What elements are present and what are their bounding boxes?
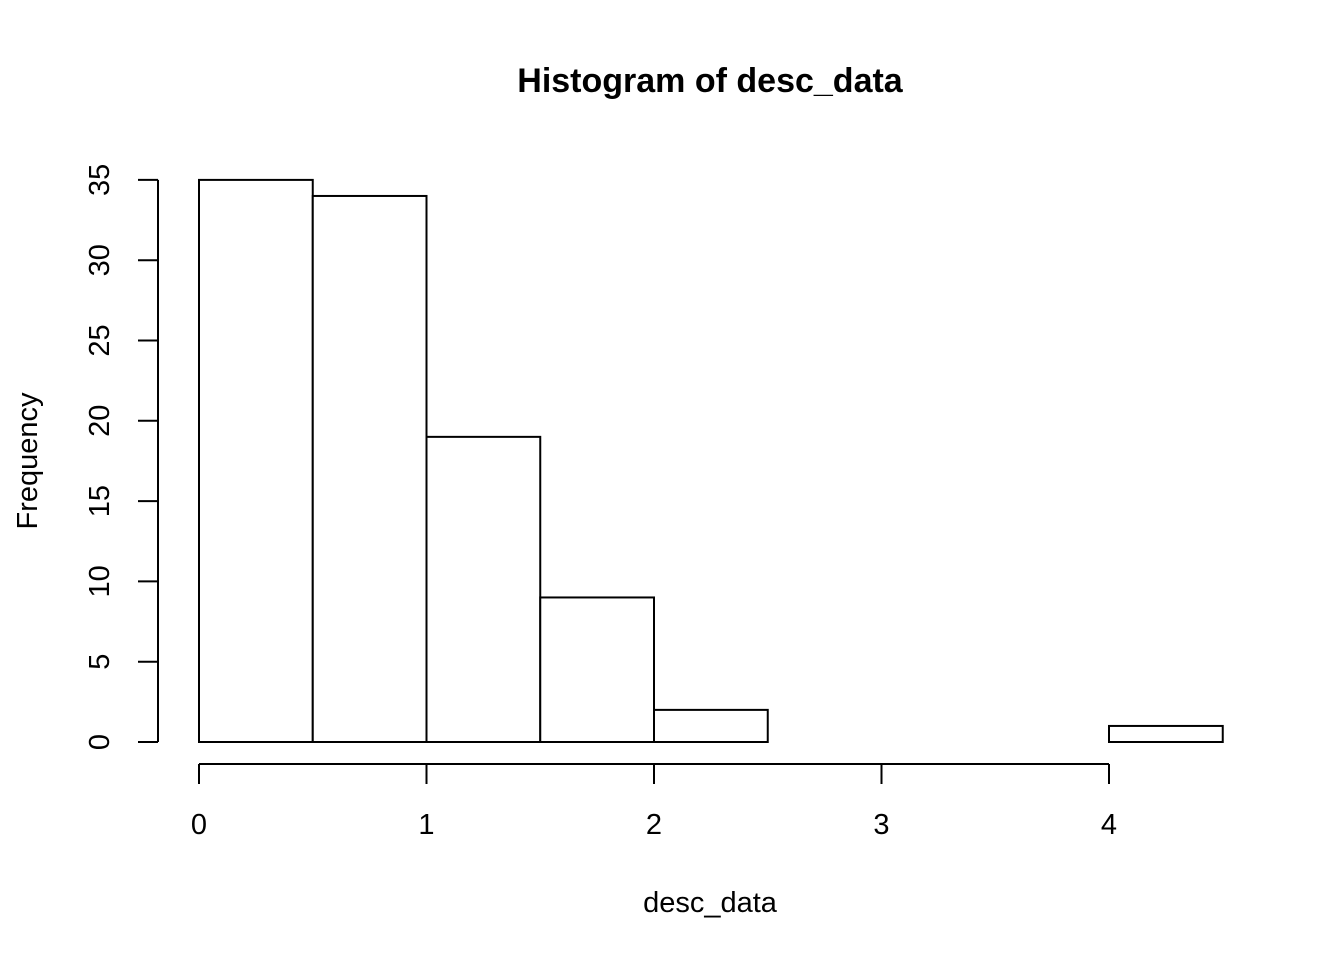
y-tick-label-20: 20 — [84, 405, 116, 437]
x-axis: 0 1 2 3 4 — [191, 763, 1117, 841]
x-tick-label-0: 0 — [191, 809, 207, 841]
histogram-bar-0 — [198, 178, 314, 743]
histogram-bar-8 — [1108, 724, 1224, 744]
x-tick-label-2: 2 — [646, 809, 662, 841]
y-tick-label-30: 30 — [84, 244, 116, 276]
histogram-bar-1 — [311, 194, 428, 743]
histogram-bar-3 — [539, 596, 655, 744]
y-tick-label-5: 5 — [84, 654, 116, 670]
y-tick-label-0: 0 — [84, 734, 116, 750]
y-axis: 0 5 10 15 20 25 30 35 — [84, 164, 159, 750]
y-tick-label-25: 25 — [84, 324, 116, 356]
y-tick-label-10: 10 — [84, 565, 116, 597]
x-tick-label-1: 1 — [418, 809, 434, 841]
chart-title: Histogram of desc_data — [517, 62, 904, 100]
histogram-bar-4 — [653, 708, 769, 744]
y-axis-label: Frequency — [12, 392, 44, 530]
x-axis-label: desc_data — [643, 887, 778, 919]
histogram-bar-2 — [425, 435, 542, 743]
y-tick-label-15: 15 — [84, 485, 116, 517]
bars-group — [198, 178, 1224, 744]
y-tick-label-35: 35 — [84, 164, 116, 196]
x-tick-label-4: 4 — [1101, 809, 1117, 841]
x-tick-label-3: 3 — [873, 809, 889, 841]
